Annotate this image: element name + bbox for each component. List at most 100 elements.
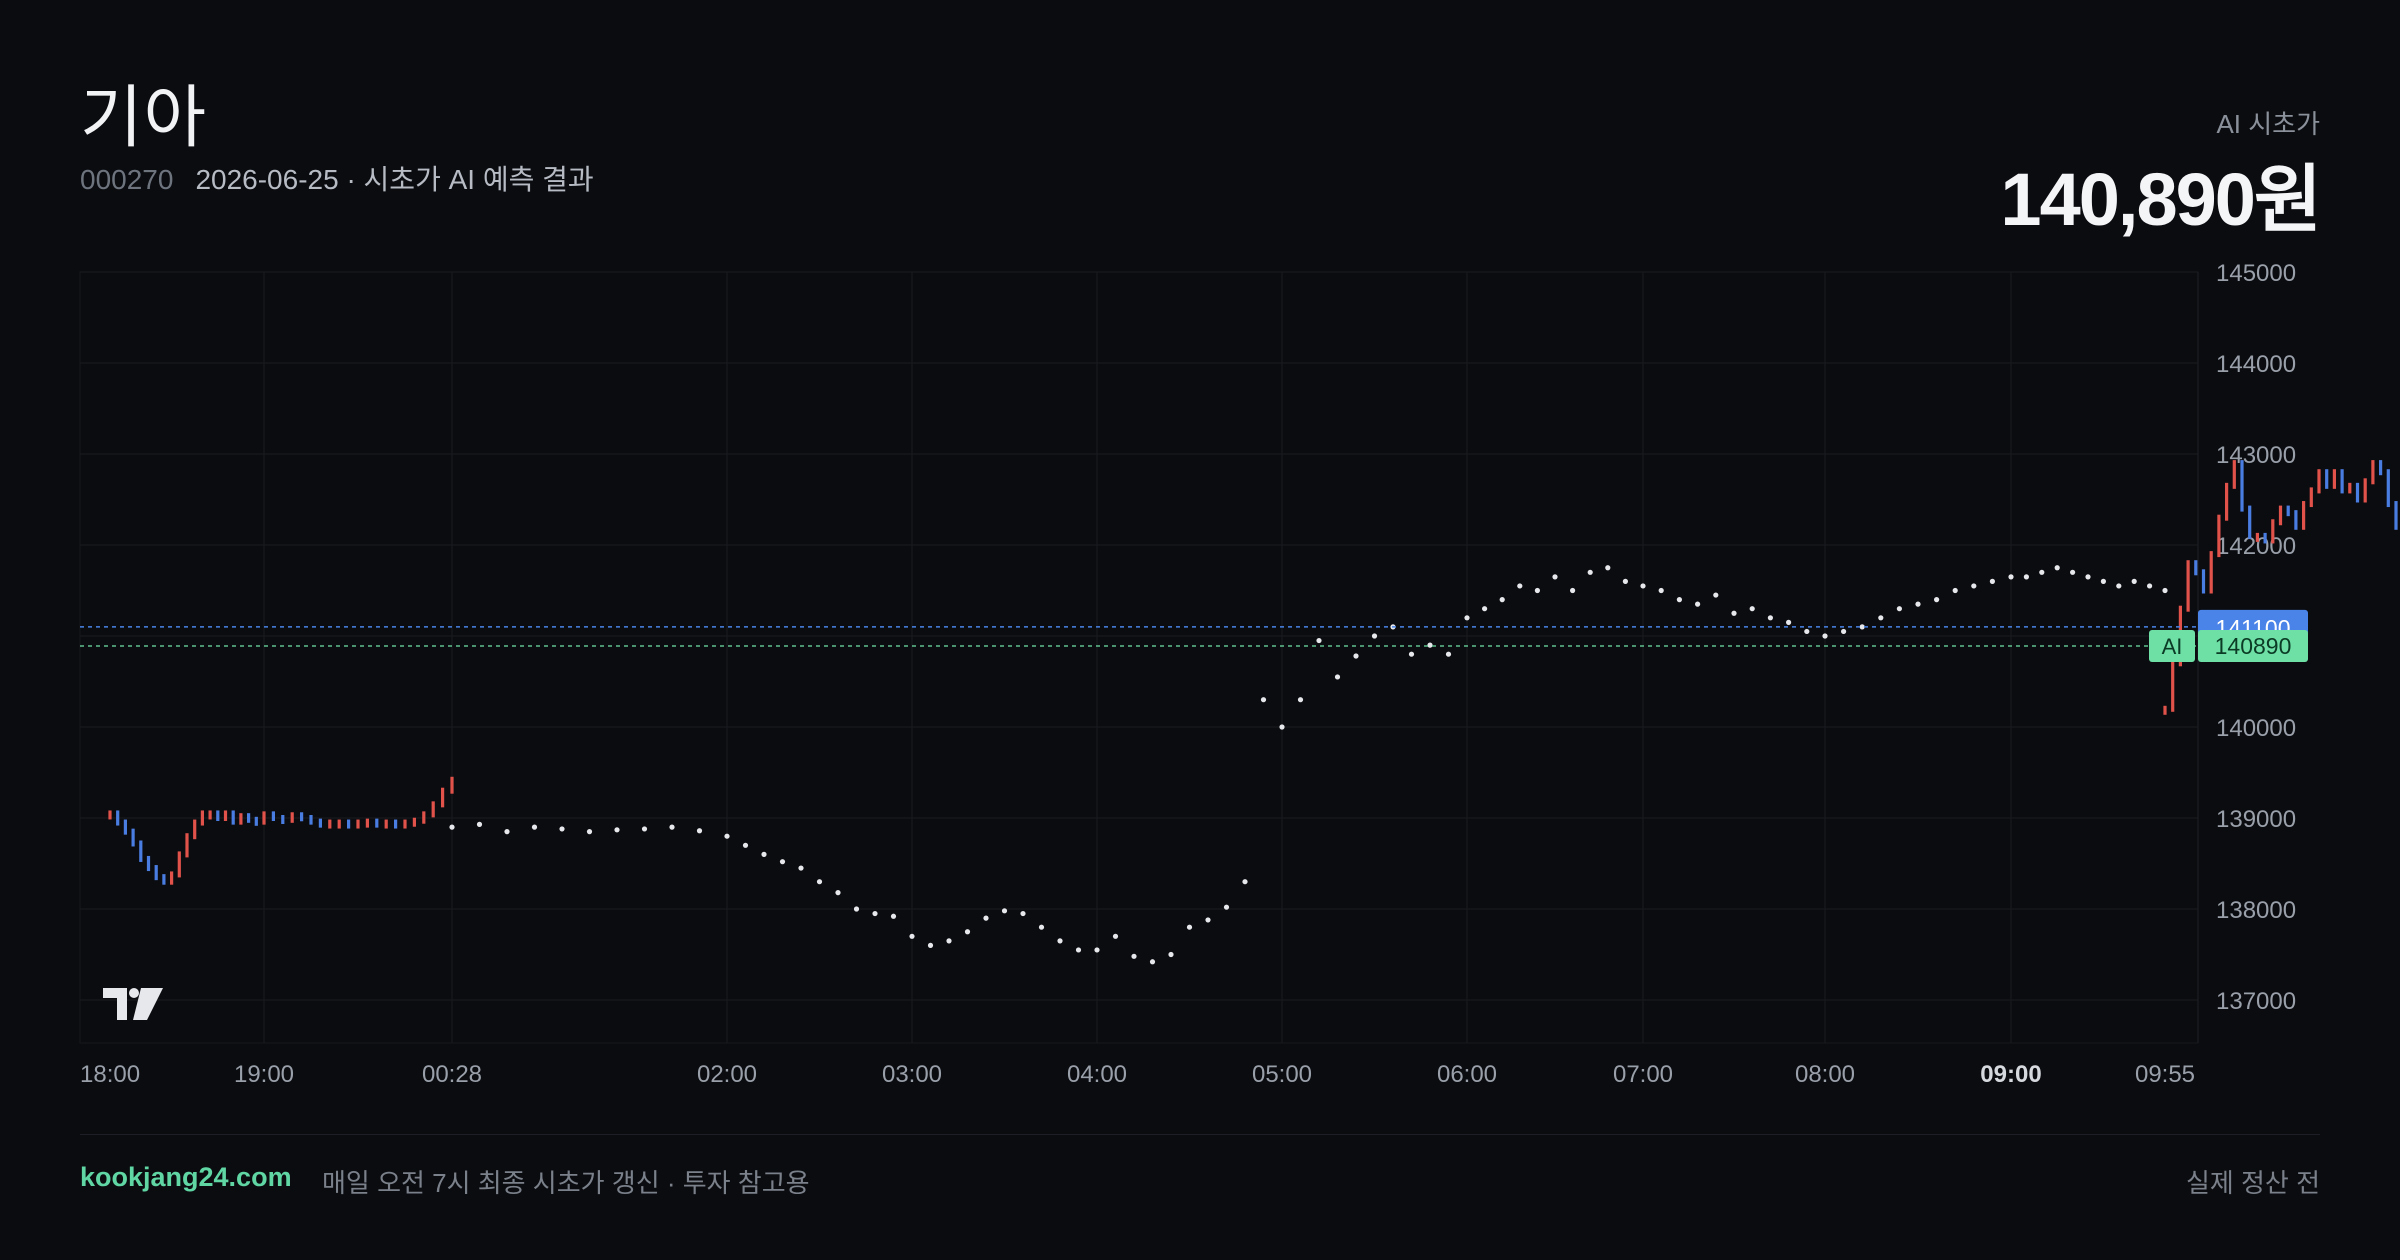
price-bar [441, 787, 445, 808]
premarket-point [641, 826, 648, 832]
price-bar [131, 828, 135, 847]
price-bar [309, 815, 313, 825]
premarket-point [1731, 610, 1737, 616]
premarket-point [1371, 633, 1378, 639]
premarket-point [1534, 587, 1540, 594]
x-tick-label: 09:00 [1980, 1061, 2041, 1088]
price-bar [254, 816, 258, 826]
price-bar [412, 817, 416, 827]
premarket-point [2116, 583, 2122, 589]
ai-price-tag [2198, 630, 2308, 663]
price-bar [2232, 460, 2236, 489]
series-overnight [449, 565, 2168, 965]
premarket-point [531, 824, 538, 830]
footer-divider [80, 1134, 2320, 1135]
premarket-point [1841, 628, 1847, 635]
price-bar [223, 810, 228, 821]
premarket-point [1482, 606, 1488, 612]
premarket-point [2023, 574, 2029, 580]
y-tick-label: 144000 [2216, 351, 2296, 378]
price-bar [2394, 501, 2398, 530]
price-bar [356, 819, 360, 829]
price-bar [177, 851, 181, 878]
price-bar [146, 855, 151, 872]
premarket-point [1094, 947, 1100, 953]
settlement-status: 실제 정산 전 [2185, 1168, 2320, 1198]
premarket-point [1934, 597, 1940, 603]
premarket-point [1112, 933, 1119, 939]
premarket-point [1205, 917, 1211, 923]
price-bar [231, 810, 235, 825]
x-tick-label: 04:00 [1067, 1061, 1127, 1088]
price-bar [154, 865, 158, 881]
ai-open-price-label: AI 시초가 [2216, 109, 2320, 139]
premarket-point [449, 824, 455, 830]
premarket-point [1316, 637, 1322, 644]
premarket-point [614, 827, 620, 833]
premarket-point [1749, 606, 1755, 612]
logo-shape-dot [129, 988, 139, 998]
tradingview-logo-icon [103, 988, 163, 1020]
premarket-point [1786, 619, 1792, 625]
premarket-point [1149, 959, 1156, 965]
premarket-point [1767, 615, 1773, 621]
price-bar [162, 874, 166, 885]
premarket-point [1896, 606, 1902, 612]
price-bar [2225, 482, 2229, 521]
premarket-point [1001, 908, 1008, 914]
premarket-point [2008, 574, 2014, 580]
premarket-point [1464, 615, 1470, 621]
premarket-point [1822, 633, 1828, 639]
stock-name: 기아 [80, 80, 208, 156]
price-bar [2286, 505, 2290, 517]
premarket-point [1915, 601, 1921, 607]
premarket-point [909, 933, 915, 939]
price-bar [403, 819, 407, 829]
price-bar [116, 810, 120, 826]
price-bar [290, 812, 294, 823]
premarket-point [1952, 587, 1958, 594]
price-bar [365, 818, 369, 828]
premarket-point [927, 942, 934, 949]
price-bar [262, 811, 266, 825]
series-evening [108, 776, 454, 885]
price-bar [2240, 460, 2244, 512]
logo-shape-t [103, 988, 127, 1020]
y-tick-label: 145000 [2216, 260, 2296, 287]
y-tick-label: 138000 [2216, 897, 2296, 924]
price-bar [2209, 551, 2213, 594]
price-bar [123, 819, 127, 835]
x-tick-label: 02:00 [697, 1061, 757, 1088]
premarket-point [2147, 583, 2153, 589]
premarket-point [1038, 924, 1045, 930]
price-bar [450, 776, 454, 794]
footer-brand-link[interactable]: kookjang24.com [80, 1162, 292, 1192]
premarket-point [669, 824, 675, 830]
y-tick-label: 140000 [2216, 715, 2296, 742]
premarket-point [1570, 587, 1576, 594]
premarket-point [872, 910, 878, 917]
premarket-point [1622, 578, 1628, 585]
price-bar [384, 819, 388, 829]
premarket-point [1186, 924, 1193, 930]
ai-badge [2149, 630, 2195, 663]
premarket-point [1260, 697, 1267, 703]
premarket-point [798, 865, 804, 871]
stock-code: 000270 [80, 164, 174, 195]
price-bar [2302, 501, 2306, 530]
price-bar [193, 819, 197, 840]
price-bar [2217, 514, 2221, 558]
premarket-point [946, 938, 952, 944]
premarket-point [816, 879, 823, 885]
premarket-point [2162, 587, 2168, 594]
price-bar [337, 819, 341, 829]
price-bar [216, 810, 220, 821]
premarket-point [835, 890, 841, 896]
plot-area [79, 271, 2199, 1044]
x-tick-label: 18:00 [80, 1061, 140, 1088]
price-bar [422, 811, 426, 824]
y-tick-label: 143000 [2216, 442, 2296, 469]
premarket-point [1223, 904, 1230, 910]
price-bar [208, 810, 212, 820]
